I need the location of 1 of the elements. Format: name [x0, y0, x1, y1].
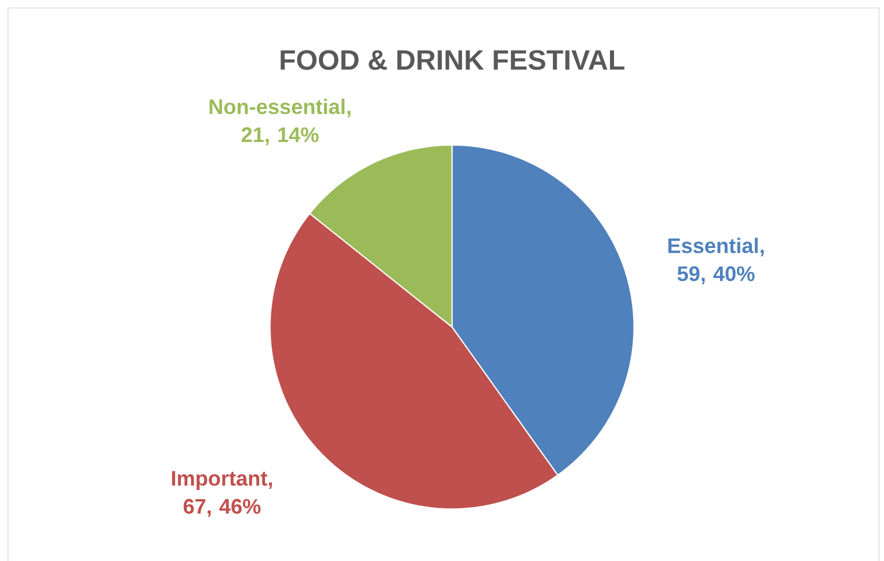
chart-title: FOOD & DRINK FESTIVAL [280, 50, 624, 70]
